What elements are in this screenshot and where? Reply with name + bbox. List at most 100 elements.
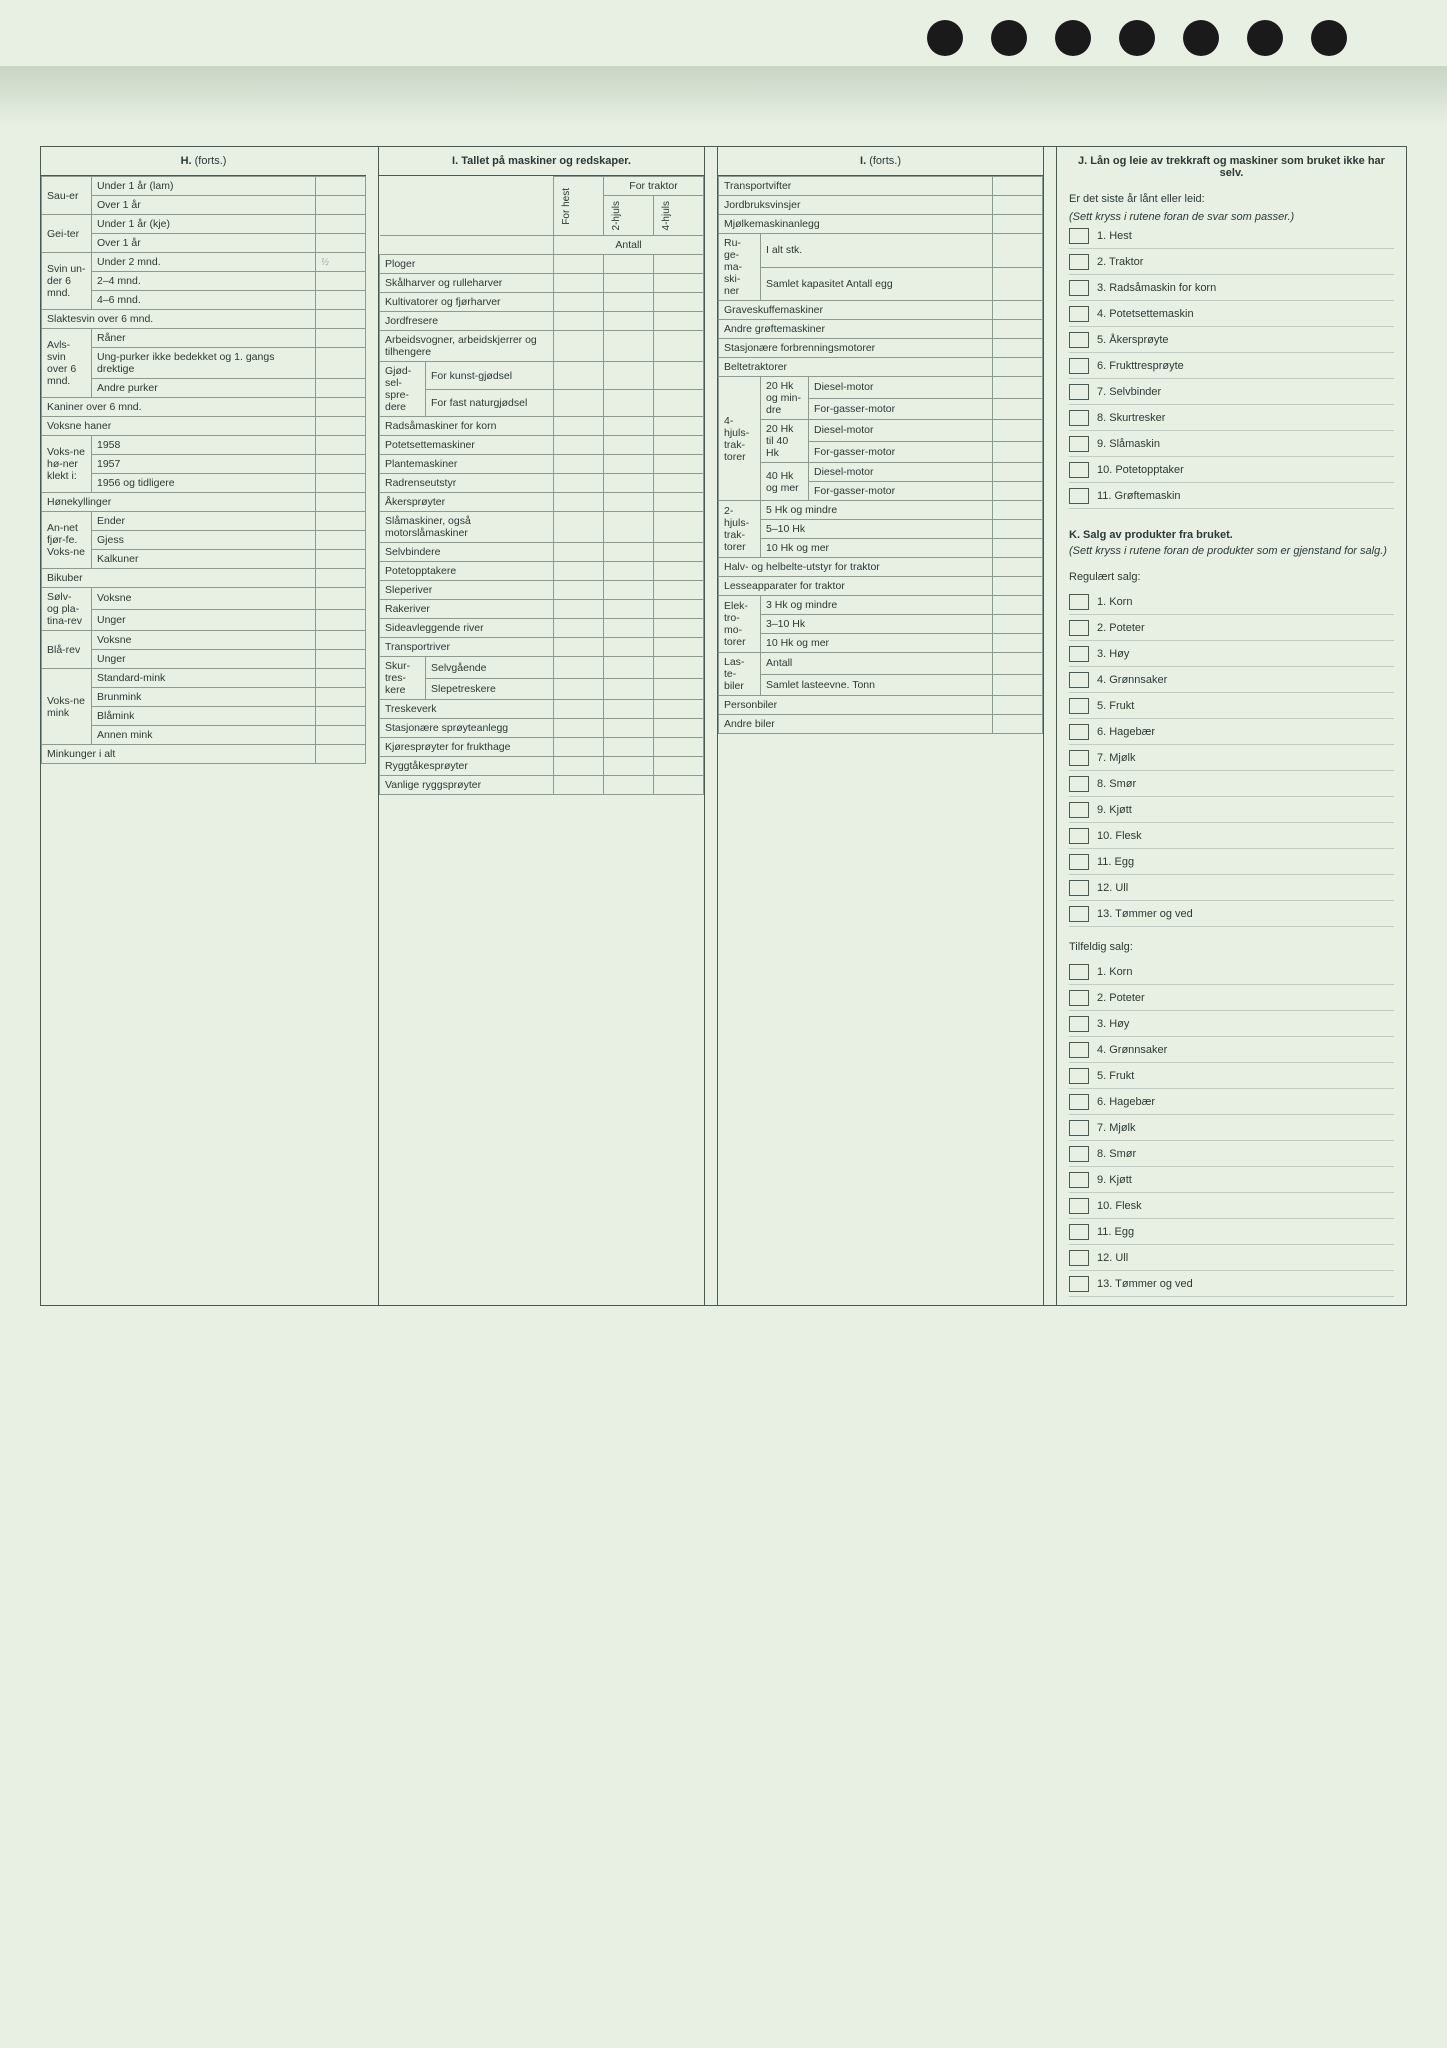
value-cell[interactable] [316,688,366,707]
value-cell[interactable] [993,577,1043,596]
value-cell[interactable] [654,581,704,600]
value-cell[interactable] [554,255,604,274]
checkbox[interactable] [1069,254,1089,270]
checkbox[interactable] [1069,906,1089,922]
checkbox[interactable] [1069,410,1089,426]
value-cell[interactable] [654,389,704,417]
value-cell[interactable] [316,291,366,310]
checkbox[interactable] [1069,698,1089,714]
value-cell[interactable] [316,310,366,329]
value-cell[interactable] [316,272,366,291]
value-cell[interactable] [654,700,704,719]
checkbox[interactable] [1069,384,1089,400]
checkbox[interactable] [1069,306,1089,322]
checkbox[interactable] [1069,1198,1089,1214]
value-cell[interactable] [316,215,366,234]
value-cell[interactable] [654,493,704,512]
value-cell[interactable] [604,657,654,679]
checkbox[interactable] [1069,358,1089,374]
checkbox[interactable] [1069,854,1089,870]
value-cell[interactable] [316,745,366,764]
value-cell[interactable] [993,320,1043,339]
value-cell[interactable] [993,358,1043,377]
value-cell[interactable] [554,678,604,700]
checkbox[interactable] [1069,332,1089,348]
checkbox[interactable] [1069,1042,1089,1058]
value-cell[interactable] [316,531,366,550]
checkbox[interactable] [1069,990,1089,1006]
value-cell[interactable] [604,331,654,362]
value-cell[interactable] [554,638,604,657]
checkbox[interactable] [1069,880,1089,896]
value-cell[interactable] [604,543,654,562]
value-cell[interactable] [654,657,704,679]
value-cell[interactable] [554,757,604,776]
value-cell[interactable] [554,581,604,600]
value-cell[interactable] [316,329,366,348]
value-cell[interactable] [993,696,1043,715]
checkbox[interactable] [1069,1120,1089,1136]
value-cell[interactable] [554,389,604,417]
value-cell[interactable] [993,482,1043,501]
value-cell[interactable] [554,436,604,455]
value-cell[interactable] [654,417,704,436]
value-cell[interactable] [654,776,704,795]
checkbox[interactable] [1069,594,1089,610]
value-cell[interactable] [604,312,654,331]
value-cell[interactable] [604,738,654,757]
value-cell[interactable] [554,474,604,493]
value-cell[interactable] [654,512,704,543]
value-cell[interactable] [654,293,704,312]
value-cell[interactable] [993,501,1043,520]
value-cell[interactable] [316,726,366,745]
value-cell[interactable] [654,719,704,738]
value-cell[interactable] [993,420,1043,442]
value-cell[interactable] [554,738,604,757]
checkbox[interactable] [1069,724,1089,740]
value-cell[interactable] [604,255,654,274]
checkbox[interactable] [1069,1094,1089,1110]
value-cell[interactable] [993,674,1043,696]
value-cell[interactable] [993,653,1043,675]
value-cell[interactable] [654,362,704,390]
checkbox[interactable] [1069,802,1089,818]
value-cell[interactable] [654,274,704,293]
value-cell[interactable] [654,562,704,581]
checkbox[interactable] [1069,750,1089,766]
value-cell[interactable] [316,512,366,531]
value-cell[interactable] [554,562,604,581]
value-cell[interactable] [654,331,704,362]
checkbox[interactable] [1069,1276,1089,1292]
value-cell[interactable] [604,474,654,493]
value-cell[interactable] [316,474,366,493]
value-cell[interactable] [993,339,1043,358]
value-cell[interactable] [554,293,604,312]
value-cell[interactable] [604,719,654,738]
value-cell[interactable] [993,634,1043,653]
value-cell[interactable] [604,293,654,312]
value-cell[interactable] [654,436,704,455]
value-cell[interactable] [316,493,366,512]
value-cell[interactable] [993,196,1043,215]
value-cell[interactable] [604,757,654,776]
value-cell[interactable] [993,596,1043,615]
value-cell[interactable] [554,417,604,436]
value-cell[interactable] [554,331,604,362]
value-cell[interactable]: ½ [316,253,366,272]
value-cell[interactable] [604,512,654,543]
value-cell[interactable] [554,455,604,474]
value-cell[interactable] [993,177,1043,196]
checkbox[interactable] [1069,620,1089,636]
value-cell[interactable] [316,569,366,588]
value-cell[interactable] [316,177,366,196]
value-cell[interactable] [316,550,366,569]
value-cell[interactable] [604,493,654,512]
value-cell[interactable] [604,436,654,455]
value-cell[interactable] [604,389,654,417]
checkbox[interactable] [1069,646,1089,662]
value-cell[interactable] [554,776,604,795]
value-cell[interactable] [604,678,654,700]
value-cell[interactable] [654,255,704,274]
value-cell[interactable] [993,398,1043,420]
value-cell[interactable] [654,638,704,657]
